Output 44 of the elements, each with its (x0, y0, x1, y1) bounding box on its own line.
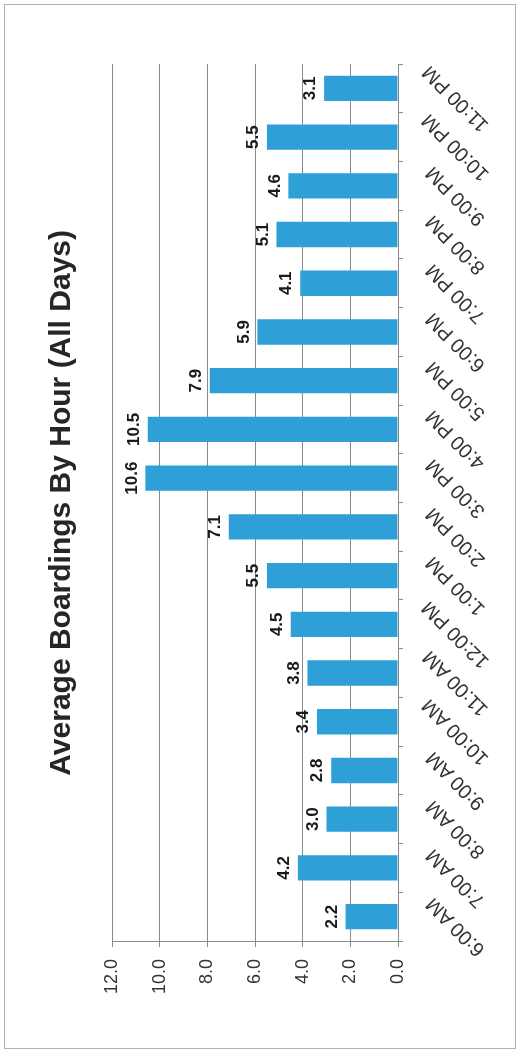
data-label: 5.5 (243, 125, 263, 149)
bar (297, 855, 398, 881)
bar (145, 465, 398, 491)
data-label: 7.9 (185, 368, 205, 393)
data-label: 5.1 (252, 222, 272, 247)
data-label: 3.0 (302, 807, 322, 832)
bar (316, 709, 398, 735)
x-tick-label: 8.0 (196, 959, 217, 985)
bar (345, 903, 398, 930)
data-label: 3.4 (293, 709, 313, 734)
x-tick-label: 10.0 (148, 959, 169, 995)
data-label: 2.2 (321, 904, 341, 929)
data-label: 2.8 (307, 758, 327, 783)
x-tick-label: 4.0 (291, 959, 312, 985)
bar (266, 562, 398, 589)
bar (276, 221, 398, 248)
bar (257, 319, 398, 345)
bar (331, 757, 398, 784)
bar (324, 75, 398, 102)
data-label: 10.5 (123, 412, 143, 446)
bar (300, 270, 398, 296)
data-label: 3.1 (300, 76, 320, 101)
x-tick-label: 2.0 (339, 959, 360, 985)
data-label: 4.5 (266, 612, 286, 637)
bar (307, 660, 398, 686)
data-label: 4.2 (274, 856, 294, 880)
data-label: 5.9 (233, 320, 253, 344)
bar (288, 173, 398, 199)
data-label: 4.1 (276, 271, 296, 296)
x-tick-label: 12.0 (100, 959, 121, 995)
data-label: 4.6 (264, 173, 284, 198)
data-label: 3.8 (283, 661, 303, 685)
bar (228, 514, 398, 540)
bar (326, 806, 398, 832)
text: Average Boardings By Hour (All Days) (43, 229, 77, 776)
bar (209, 368, 398, 394)
data-label: 5.5 (243, 563, 263, 588)
x-tick-label: 0.0 (386, 959, 407, 985)
x-tick-label: 6.0 (243, 959, 264, 985)
bar (290, 611, 398, 637)
bar (266, 124, 398, 150)
data-label: 10.6 (121, 461, 141, 495)
bar (147, 416, 398, 443)
data-label: 7.1 (204, 515, 224, 539)
